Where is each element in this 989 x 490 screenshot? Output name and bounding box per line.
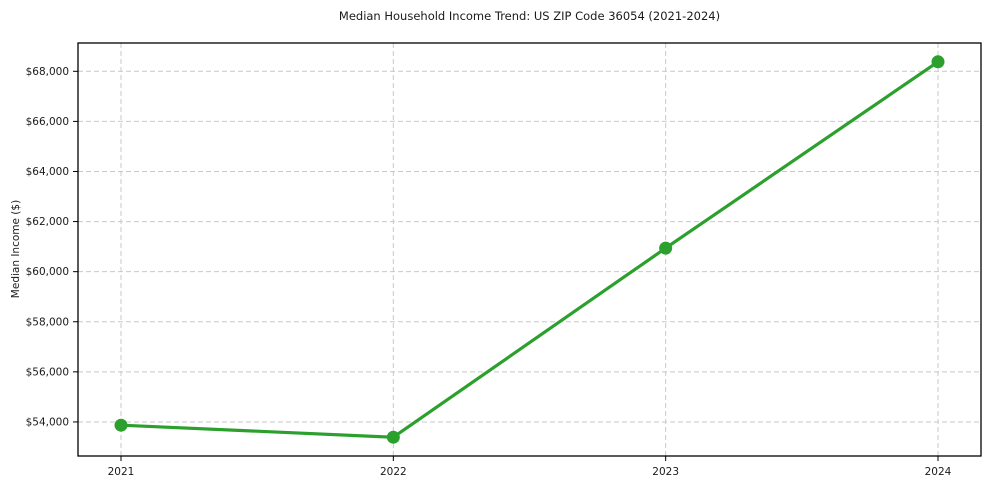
plot-border (77, 42, 982, 457)
x-tick-label: 2022 (380, 466, 407, 478)
data-point-2022 (386, 430, 400, 444)
y-tick-label: $58,000 (26, 316, 69, 328)
x-tick-label: 2024 (925, 466, 952, 478)
x-tick-label: 2021 (108, 466, 135, 478)
y-tick-label: $60,000 (26, 266, 69, 278)
y-tick-label: $64,000 (26, 166, 69, 178)
chart-title: Median Household Income Trend: US ZIP Co… (338, 9, 721, 23)
trend-line (119, 60, 940, 439)
data-point-2024 (931, 55, 945, 69)
x-tick-label: 2023 (652, 466, 679, 478)
y-axis-label: Median Income ($) (10, 199, 22, 299)
y-tick-label: $62,000 (26, 216, 69, 228)
data-point-2021 (114, 418, 128, 432)
y-tick-label: $66,000 (26, 116, 69, 128)
y-tick-label: $68,000 (26, 66, 69, 78)
y-tick-label: $56,000 (26, 366, 69, 378)
data-point-2023 (659, 241, 673, 255)
plot-background (78, 43, 981, 456)
y-tick-label: $54,000 (26, 416, 69, 428)
